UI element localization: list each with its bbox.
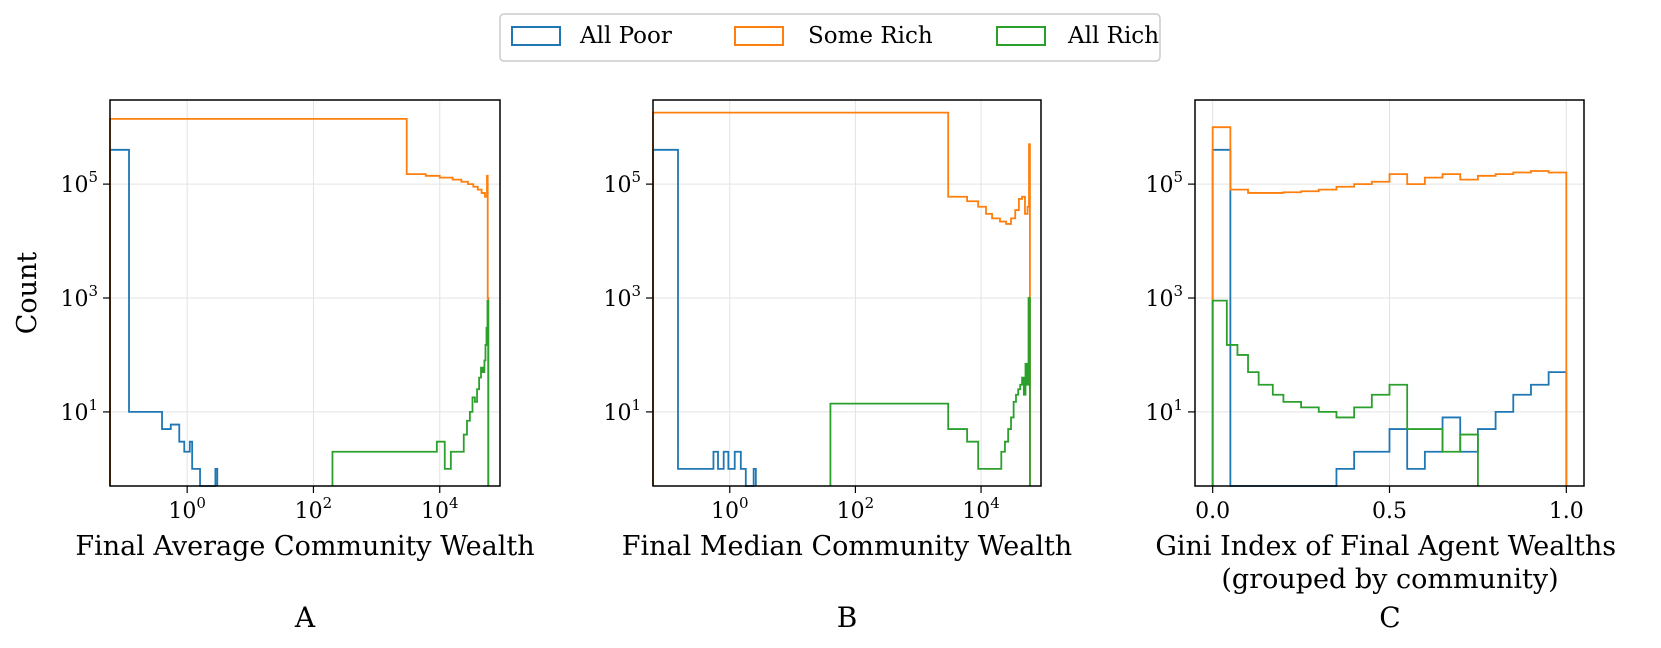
- panel-a-xtick-label-1: 102: [295, 494, 333, 524]
- panel-c-xlabel-line-2: (grouped by community): [1221, 564, 1558, 595]
- panel-b-xtick-label-1: 102: [837, 494, 875, 524]
- panel-c-grid: [1195, 100, 1584, 486]
- panel-a-xlabel: Final Average Community Wealth: [75, 531, 534, 562]
- panel-a-xtick-label-0: 100: [168, 494, 206, 524]
- panel-b: 100 102 104 101 103 105 Final Median Communit…: [603, 99, 1072, 634]
- legend-box: [499, 13, 1161, 62]
- panel-a-hist-all-poor: [109, 148, 219, 487]
- panel-b-letter: B: [837, 601, 858, 634]
- panel-c-xtick-label-2: 1.0: [1549, 499, 1584, 524]
- panel-b-grid: [653, 100, 1041, 486]
- panel-a-xtick-label-2: 104: [421, 494, 459, 524]
- panel-a-ylabel: Count: [12, 252, 43, 335]
- legend-label-some-rich: Some Rich: [808, 23, 933, 49]
- panel-a-grid: [110, 100, 500, 486]
- panel-b-hist-some-rich: [652, 111, 1031, 486]
- panel-a-ytick-label-1: 103: [60, 282, 98, 312]
- panel-a-hist-some-rich: [109, 117, 490, 486]
- panel-a-hist-all-rich: [331, 299, 490, 486]
- panel-c-ytick-label-0: 101: [1145, 396, 1183, 426]
- panel-a-frame: [109, 99, 501, 487]
- panel-a-ticks: 100 102 104 101 103 105: [60, 168, 458, 524]
- legend-entry-all-poor: All Poor: [511, 23, 672, 49]
- panel-b-xlabel: Final Median Community Wealth: [622, 531, 1072, 562]
- panel-b-ytick-label-1: 103: [603, 282, 641, 312]
- panel-b-hist-all-rich: [829, 297, 1031, 486]
- panel-b-histograms: [652, 111, 1031, 487]
- panel-c-letter: C: [1379, 601, 1400, 634]
- panel-c-hist-some-rich: [1211, 126, 1568, 486]
- panel-b-xtick-label-0: 100: [711, 494, 749, 524]
- legend-swatch-all-poor: [511, 26, 561, 46]
- panel-c-ytick-label-2: 105: [1145, 168, 1183, 198]
- panel-c: 0.0 0.5 1.0 101 103 105 Gini Index of Final A…: [1145, 99, 1624, 634]
- panel-b-xtick-label-2: 104: [962, 494, 1000, 524]
- panel-b-hist-all-poor: [652, 148, 757, 487]
- panel-a-ytick-label-0: 101: [60, 396, 98, 426]
- panel-a: 100 102 104 101 103 105 Count Final Average C…: [12, 99, 535, 634]
- legend: All Poor Some Rich All Rich: [499, 13, 1161, 62]
- legend-entry-some-rich: Some Rich: [734, 23, 933, 49]
- legend-swatch-some-rich: [734, 26, 784, 46]
- legend-label-all-poor: All Poor: [579, 23, 672, 49]
- panel-c-xlabel-line-1: Gini Index of Final Agent Wealths: [1155, 531, 1616, 562]
- panel-a-letter: A: [294, 601, 316, 634]
- panel-c-xtick-label-0: 0.0: [1195, 499, 1230, 524]
- panel-b-ticks: 100 102 104 101 103 105: [603, 168, 999, 524]
- legend-entry-all-rich: All Rich: [996, 23, 1159, 49]
- panel-b-ytick-label-0: 101: [603, 396, 641, 426]
- panel-c-ticks: 0.0 0.5 1.0 101 103 105: [1145, 168, 1583, 524]
- legend-label-all-rich: All Rich: [1067, 23, 1159, 49]
- legend-swatch-all-rich: [996, 26, 1046, 46]
- panel-c-xlabel: Gini Index of Final Agent Wealths (group…: [1155, 531, 1624, 595]
- panel-c-ytick-label-1: 103: [1145, 282, 1183, 312]
- panel-a-ytick-label-2: 105: [60, 168, 98, 198]
- panel-c-xtick-label-1: 0.5: [1372, 499, 1407, 524]
- panel-b-ytick-label-2: 105: [603, 168, 641, 198]
- panel-b-frame: [652, 99, 1042, 487]
- panel-a-histograms: [109, 117, 490, 487]
- panel-c-hist-all-rich: [1211, 299, 1479, 486]
